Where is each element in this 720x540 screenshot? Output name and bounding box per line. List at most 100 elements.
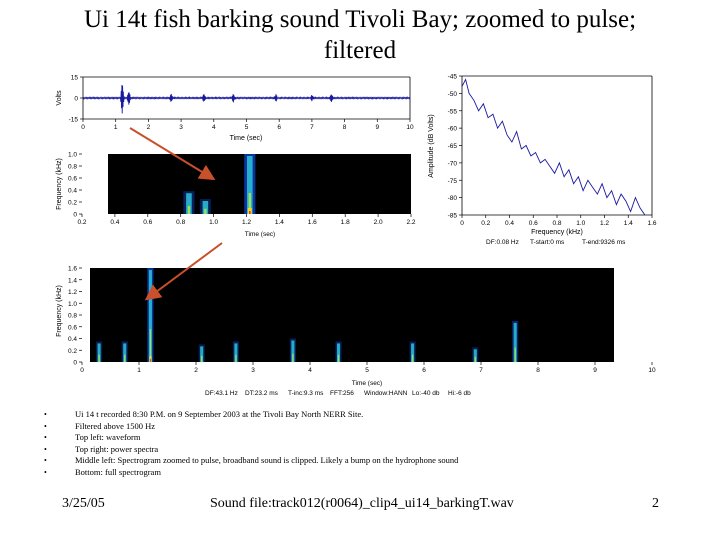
waveform-chart: 150-15 0 1 2 3 4 5 6 7 8 9 10 Time (sec) Volts xyxy=(56,75,414,143)
full-spectrogram-ylabel: Frequency (kHz) xyxy=(56,285,63,337)
zoomed-spectrogram-event xyxy=(244,154,256,214)
note-item: Top right: power spectra xyxy=(44,444,604,456)
full-spectrogram-event xyxy=(147,268,154,362)
full-spectrogram-event xyxy=(409,341,416,362)
full-spectrogram-event xyxy=(335,341,342,362)
full-spectrogram-xtick-label: 10 xyxy=(648,367,656,374)
power-spectrum-xtick-label: 1.6 xyxy=(647,220,656,227)
power-spectrum-df: DF:0.08 Hz xyxy=(486,239,519,246)
notes-list: Ui 14 t recorded 8:30 P.M. on 9 Septembe… xyxy=(44,409,604,479)
zoomed-spectrogram-xtick-label: 0.6 xyxy=(143,219,152,226)
waveform-ytick-label: 0 xyxy=(74,96,78,103)
slide-title: Ui 14t fish barking sound Tivoli Bay; zo… xyxy=(83,6,637,64)
waveform-xtick-label: 9 xyxy=(375,124,379,131)
full-spectrogram-ytick-label: 0.4 xyxy=(68,336,77,343)
full-spectrogram-ytick-label: 1.2 xyxy=(68,289,77,296)
full-spectrogram-ytick-label: 0 xyxy=(73,360,77,367)
full-spectrogram-event xyxy=(232,341,239,362)
power-spectrum-panel: -45 -50 -55 -60 -65 -70 -75 -80 -85 0 0.2 0.4 0.6 0.… xyxy=(424,66,668,248)
full-spectrogram-chart: 1.6 1.4 1.2 1.0 0.8 0.6 0.4 0.2 0 0 1 2 3 4 5 6 7 8 9 10 T… xyxy=(56,266,656,398)
footer-date: 3/25/05 xyxy=(62,496,105,511)
zoomed-spectrogram-event xyxy=(199,199,211,214)
full-spectrogram-xtick-label: 8 xyxy=(536,367,540,374)
power-spectrum-ytick-label: -85 xyxy=(448,213,458,220)
power-spectrum-xtick-label: 1.2 xyxy=(600,220,609,227)
zoomed-spectrogram-ylabel: Frequency (kHz) xyxy=(56,158,63,210)
power-spectrum-ytick-label: -45 xyxy=(448,74,458,81)
waveform-xtick-label: 7 xyxy=(310,124,314,131)
full-spectrogram-df: DF:43.1 Hz xyxy=(205,390,238,397)
waveform-trace xyxy=(82,84,411,114)
zoomed-spectrogram-xtick-label: 0.2 xyxy=(77,219,86,226)
waveform-xtick-label: 2 xyxy=(147,124,151,131)
waveform-xlabel: Time (sec) xyxy=(230,135,263,142)
full-spectrogram-xtick-label: 3 xyxy=(251,367,255,374)
power-spectrum-ytick-label: -50 xyxy=(448,91,458,98)
zoomed-spectrogram-ytick-label: 0.2 xyxy=(68,200,77,207)
zoomed-spectrogram-ytick-label: 0.4 xyxy=(68,188,77,195)
full-spectrogram-ytick-label: 0.2 xyxy=(68,348,77,355)
zoomed-spectrogram-panel: 1.0 0.8 0.6 0.4 0.2 0 0.2 0.4 0.6 0.8 1.0 1.2 1.4 1.… xyxy=(52,146,424,242)
waveform-xtick-label: 10 xyxy=(406,124,414,131)
zoomed-spectrogram-xtick-label: 1.0 xyxy=(209,219,218,226)
zoomed-spectrogram-ytick-label: 0.8 xyxy=(68,164,77,171)
zoomed-spectrogram-event xyxy=(183,191,195,214)
note-item: Ui 14 t recorded 8:30 P.M. on 9 Septembe… xyxy=(44,409,604,421)
full-spectrogram-event xyxy=(198,344,205,362)
waveform-ytick-label: -15 xyxy=(69,117,79,124)
full-spectrogram-ytick-label: 1.4 xyxy=(68,277,77,284)
note-item: Bottom: full spectrogram xyxy=(44,467,604,479)
power-spectrum-ylabel: Amplitude (dB Volts) xyxy=(428,114,435,177)
zoomed-spectrogram-ytick-label: 1.0 xyxy=(68,152,77,159)
power-spectrum-chart: -45 -50 -55 -60 -65 -70 -75 -80 -85 0 0.2 0.4 0.6 0.… xyxy=(428,74,657,247)
waveform-xtick-label: 0 xyxy=(81,124,85,131)
note-item: Top left: waveform xyxy=(44,432,604,444)
full-spectrogram-xtick-label: 0 xyxy=(80,367,84,374)
zoomed-spectrogram-xlabel: Time (sec) xyxy=(245,231,275,238)
footer-sound-file: Sound file:track012(r0064)_clip4_ui14_ba… xyxy=(210,496,514,511)
full-spectrogram-lo: Lo:-40 db xyxy=(412,390,440,397)
full-spectrogram-xtick-label: 9 xyxy=(593,367,597,374)
full-spectrogram-dt: DT:23.2 ms xyxy=(245,390,279,397)
zoomed-spectrogram-xtick-label: 0.8 xyxy=(176,219,185,226)
full-spectrogram-event xyxy=(96,341,103,362)
power-spectrum-xtick-label: 1.0 xyxy=(576,220,585,227)
power-spectrum-xtick-label: 0.2 xyxy=(481,220,490,227)
full-spectrogram-hi: Hi:-6 db xyxy=(448,390,471,397)
zoomed-spectrogram-xtick-label: 1.6 xyxy=(308,219,317,226)
full-spectrogram-xtick-label: 4 xyxy=(308,367,312,374)
waveform-xtick-label: 4 xyxy=(212,124,216,131)
full-spectrogram-window: Window:HANN xyxy=(364,390,408,397)
power-spectrum-xtick-label: 0.6 xyxy=(529,220,538,227)
power-spectrum-ytick-label: -80 xyxy=(448,195,458,202)
full-spectrogram-xtick-label: 7 xyxy=(479,367,483,374)
zoomed-spectrogram-xtick-label: 1.2 xyxy=(242,219,251,226)
full-spectrogram-ytick-label: 1.0 xyxy=(68,301,77,308)
note-item: Middle left: Spectrogram zoomed to pulse… xyxy=(44,455,604,467)
full-spectrogram-xtick-label: 6 xyxy=(422,367,426,374)
power-spectrum-ytick-label: -55 xyxy=(448,108,458,115)
full-spectrogram-fft: FFT:256 xyxy=(330,390,354,397)
zoomed-spectrogram-xtick-label: 1.8 xyxy=(341,219,350,226)
full-spectrogram-event xyxy=(512,320,519,362)
full-spectrogram-event xyxy=(289,338,296,362)
power-spectrum-t-start: T-start:0 ms xyxy=(530,239,565,246)
waveform-xtick-label: 1 xyxy=(114,124,118,131)
full-spectrogram-xtick-label: 2 xyxy=(194,367,198,374)
power-spectrum-xtick-label: 1.4 xyxy=(624,220,633,227)
full-spectrogram-ytick-label: 1.6 xyxy=(68,266,77,273)
waveform-xtick-label: 8 xyxy=(343,124,347,131)
full-spectrogram-xtick-label: 5 xyxy=(365,367,369,374)
waveform-xtick-label: 5 xyxy=(245,124,249,131)
full-spectrogram-xlabel: Time (sec) xyxy=(352,380,382,387)
power-spectrum-t-end: T-end:9326 ms xyxy=(582,239,626,246)
power-spectrum-xtick-label: 0.8 xyxy=(552,220,561,227)
zoomed-spectrogram-ytick-label: 0 xyxy=(73,212,77,219)
zoomed-spectrogram-chart: 1.00.80.60.40.20 0.2 0.4 0.6 0.8 1.0 1.2 1.4 1.… xyxy=(56,152,416,239)
waveform-ytick-label: 15 xyxy=(71,75,79,82)
zoomed-spectrogram-xtick-label: 1.4 xyxy=(275,219,284,226)
power-spectrum-ytick-label: -70 xyxy=(448,160,458,167)
power-spectrum-xtick-label: 0 xyxy=(460,220,464,227)
full-spectrogram-event xyxy=(121,341,128,362)
full-spectrogram-panel: 1.6 1.4 1.2 1.0 0.8 0.6 0.4 0.2 0 0 1 2 3 4 5 6 7 8 9 10 T… xyxy=(52,248,668,398)
